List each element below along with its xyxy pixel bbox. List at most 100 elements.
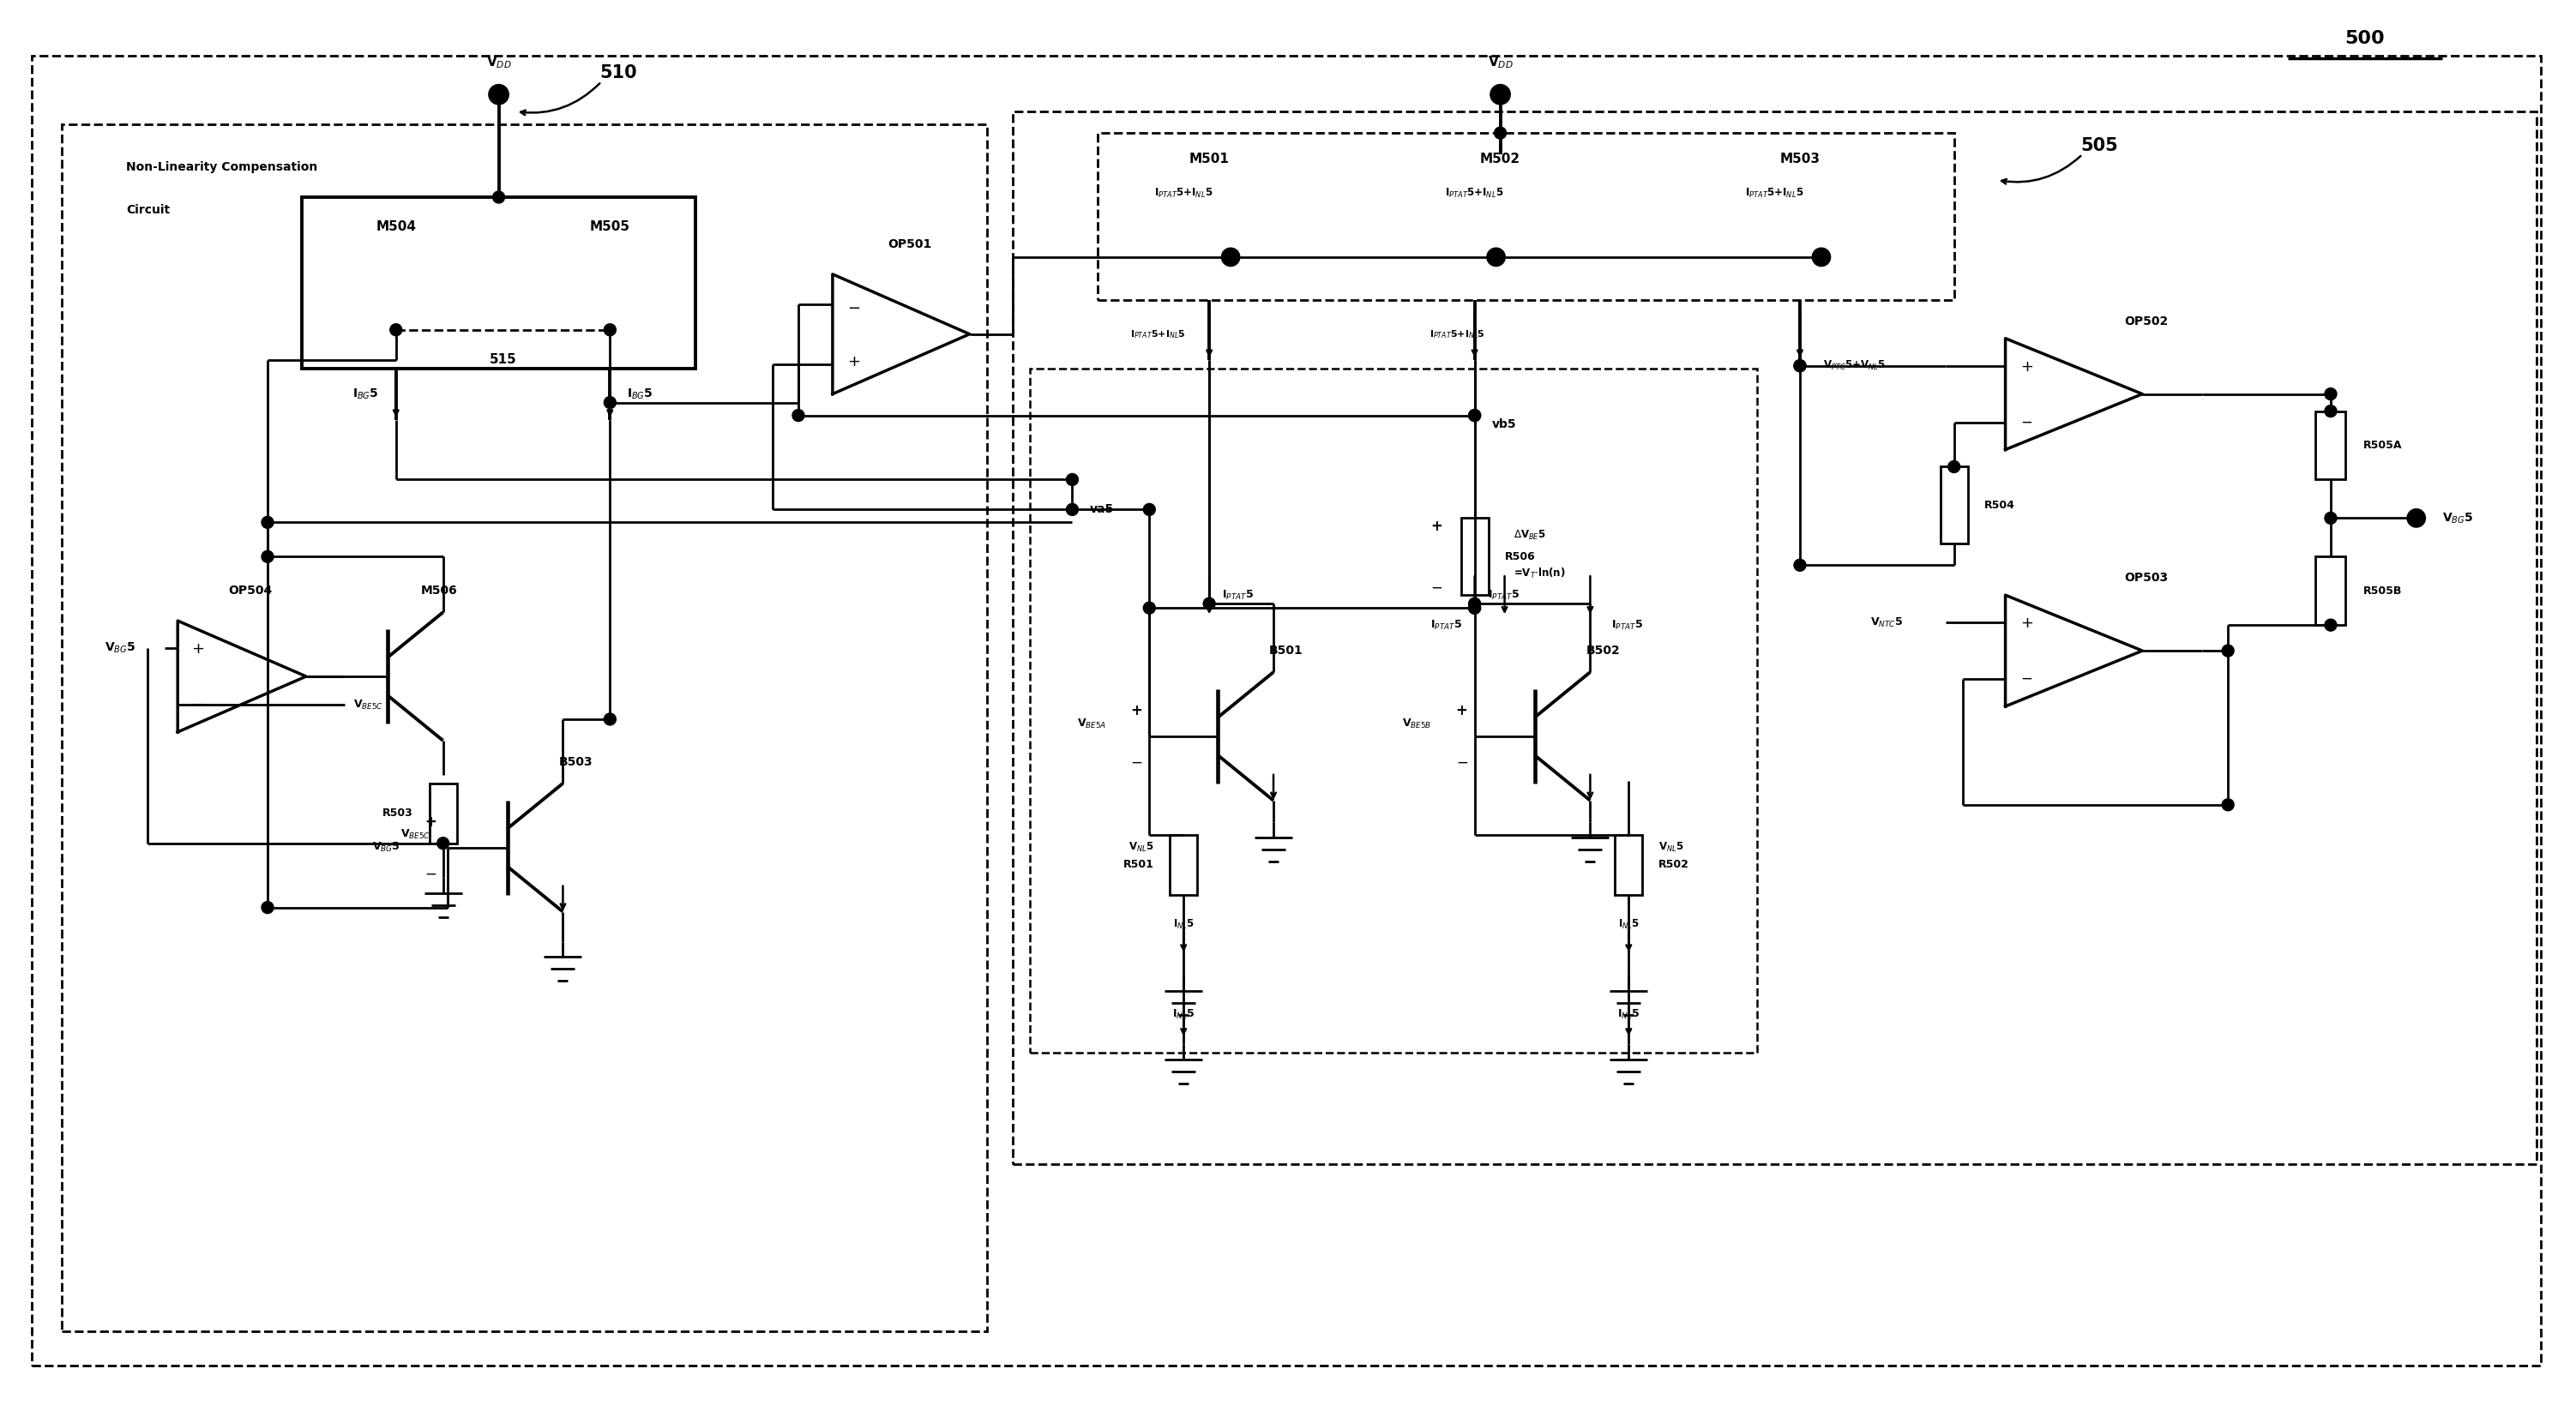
Text: I$_{PTAT}$5+I$_{NL}$5: I$_{PTAT}$5+I$_{NL}$5 [1744,187,1803,200]
Text: V$_{BE5A}$: V$_{BE5A}$ [1077,717,1108,731]
Circle shape [1793,360,1806,372]
Text: OP501: OP501 [889,239,933,250]
Text: $-$: $-$ [1430,579,1443,594]
Text: R504: R504 [1984,500,2014,511]
Circle shape [1793,360,1806,372]
Text: I$_{PTAT}$5+I$_{NL}$5: I$_{PTAT}$5+I$_{NL}$5 [1430,329,1486,340]
Circle shape [2324,405,2336,417]
Text: $-$: $-$ [848,299,860,315]
Text: 515: 515 [489,353,518,367]
Circle shape [1793,559,1806,572]
Text: $+$: $+$ [191,641,204,656]
Bar [1615,835,1643,895]
Circle shape [1468,409,1481,422]
Text: +: + [1131,702,1141,718]
Text: B502: B502 [1587,645,1620,656]
Text: V$_{NL}$5: V$_{NL}$5 [1128,842,1154,854]
Circle shape [1468,409,1481,422]
Text: Circuit: Circuit [126,204,170,216]
Text: I$_{BG}$5: I$_{BG}$5 [353,386,379,400]
Circle shape [2223,645,2233,656]
Circle shape [1203,597,1216,610]
Circle shape [1066,473,1079,486]
Text: M504: M504 [376,221,417,233]
Circle shape [489,86,507,104]
Bar [301,197,696,368]
Circle shape [603,714,616,725]
Text: R505B: R505B [2362,586,2403,596]
Circle shape [1486,249,1504,266]
Circle shape [1144,503,1154,516]
Circle shape [263,902,273,913]
Circle shape [793,409,804,422]
Text: OP502: OP502 [2125,315,2169,327]
Text: V$_{BE5C}$: V$_{BE5C}$ [353,698,384,711]
Text: R503: R503 [381,808,412,819]
Text: =V$_T$$\cdot$ln(n): =V$_T$$\cdot$ln(n) [1512,566,1566,580]
Text: R501: R501 [1123,858,1154,870]
Circle shape [2324,511,2336,524]
Bar [430,784,456,843]
Text: 505: 505 [2081,138,2117,155]
Text: I$_{NL}$5: I$_{NL}$5 [1618,917,1638,932]
Text: $-$: $-$ [2020,670,2032,686]
Text: V$_{DD}$: V$_{DD}$ [1486,53,1512,70]
Text: B501: B501 [1270,645,1303,656]
Circle shape [1494,126,1507,139]
Text: OP503: OP503 [2125,572,2169,584]
Circle shape [263,517,273,528]
Bar [1461,518,1489,596]
Text: V$_{PTC}$5+V$_{NL}$5: V$_{PTC}$5+V$_{NL}$5 [1824,360,1886,372]
Text: 510: 510 [600,65,636,81]
Text: V$_{BG}$5: V$_{BG}$5 [106,641,137,655]
Circle shape [603,323,616,336]
Text: M506: M506 [420,584,456,597]
Text: $+$: $+$ [848,354,860,370]
Text: V$_{DD}$: V$_{DD}$ [487,53,513,70]
Text: I$_{NL}$5: I$_{NL}$5 [1618,1007,1641,1021]
Text: +: + [1455,702,1468,718]
Polygon shape [2004,596,2143,707]
Text: +: + [425,813,435,829]
Text: I$_{PTAT}$5+I$_{NL}$5: I$_{PTAT}$5+I$_{NL}$5 [1445,187,1504,200]
Text: I$_{PTAT}$5: I$_{PTAT}$5 [1486,589,1520,601]
Text: M502: M502 [1481,152,1520,164]
Polygon shape [2004,339,2143,450]
Text: $-$: $-$ [2020,413,2032,429]
Text: V$_{NTC}$5: V$_{NTC}$5 [1870,615,1904,629]
Text: va5: va5 [1090,503,1113,516]
Circle shape [263,551,273,562]
Text: I$_{PTAT}$5+I$_{NL}$5: I$_{PTAT}$5+I$_{NL}$5 [1154,187,1213,200]
Bar [1170,835,1198,895]
Text: $+$: $+$ [2020,358,2032,374]
Text: I$_{PTAT}$5: I$_{PTAT}$5 [1221,589,1255,601]
Text: I$_{BG}$5: I$_{BG}$5 [626,386,654,400]
Text: V$_{BG}$5: V$_{BG}$5 [2442,511,2473,525]
Text: I$_{NL}$5: I$_{NL}$5 [1172,917,1195,932]
Circle shape [1947,461,1960,472]
Circle shape [1468,601,1481,614]
Text: V$_{NL}$5: V$_{NL}$5 [1659,842,1685,854]
Text: +: + [1430,518,1443,534]
Circle shape [389,323,402,336]
Text: V$_{BE5C}$: V$_{BE5C}$ [399,828,430,842]
Circle shape [2324,620,2336,631]
Circle shape [1468,597,1481,610]
Text: I$_{PTAT}$5+I$_{NL}$5: I$_{PTAT}$5+I$_{NL}$5 [1131,329,1185,340]
Bar [2316,556,2347,625]
Circle shape [1492,86,1510,104]
Circle shape [438,837,448,849]
Text: OP504: OP504 [229,584,273,597]
Circle shape [2409,510,2424,527]
Circle shape [603,396,616,409]
Text: $-$: $-$ [191,695,204,711]
Circle shape [492,191,505,204]
Circle shape [2223,799,2233,811]
Text: V$_{BG}$5: V$_{BG}$5 [371,842,399,854]
Polygon shape [832,274,969,393]
Text: R505A: R505A [2362,440,2403,451]
Bar [1097,133,1955,299]
Text: Non-Linearity Compensation: Non-Linearity Compensation [126,162,317,173]
Circle shape [2324,388,2336,400]
Circle shape [1468,601,1481,614]
